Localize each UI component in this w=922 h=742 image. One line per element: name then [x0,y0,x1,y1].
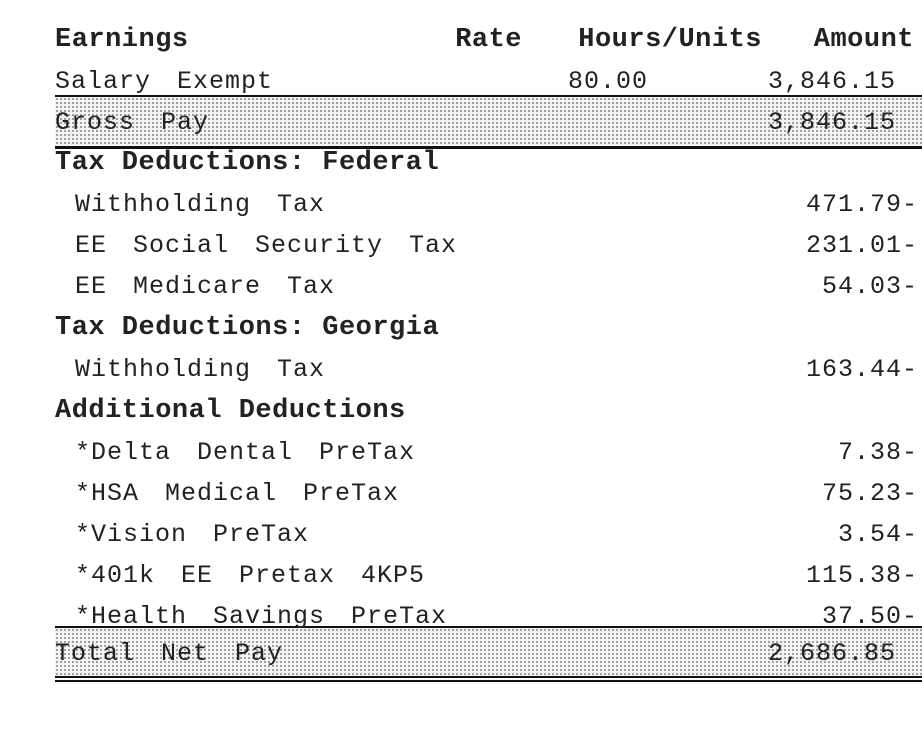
deduction-amount: 7.38- [837,438,918,467]
earning-label: Salary Exempt [55,67,274,96]
deduction-label: *HSA Medical PreTax [75,479,400,508]
rule [55,680,922,682]
deduction-label: *Health Savings PreTax [75,602,448,631]
rule [55,626,922,628]
deduction-amount: 163.44- [805,355,918,384]
section-title: Tax Deductions: Federal [55,148,440,178]
net-label: Total Net Pay [55,639,284,668]
deduction-label: *Vision PreTax [75,520,310,549]
hours-value: 80.00 [567,67,648,96]
section-title: Tax Deductions: Georgia [55,313,440,343]
rule [55,146,922,149]
rule [55,676,922,678]
deduction-amount: 471.79- [805,190,918,219]
column-header: Rate [455,25,522,55]
section-title: Earnings [55,25,189,55]
deduction-label: *Delta Dental PreTax [75,438,416,467]
deduction-amount: 75.23- [821,479,918,508]
deduction-label: *401k EE Pretax 4KP5 [75,561,426,590]
deduction-label: Withholding Tax [75,190,326,219]
deduction-label: EE Medicare Tax [75,272,336,301]
gross-amount: 3,846.15 [767,108,896,137]
column-header: Amount [813,25,914,55]
deduction-amount: 54.03- [821,272,918,301]
gross-shade [55,97,922,147]
net-amount: 2,686.85 [767,639,896,668]
section-title: Additional Deductions [55,396,406,426]
column-header: Hours/Units [578,25,762,55]
net-shade [55,628,922,676]
gross-label: Gross Pay [55,108,210,137]
deduction-label: EE Social Security Tax [75,231,458,260]
deduction-amount: 115.38- [805,561,918,590]
deduction-amount: 231.01- [805,231,918,260]
deduction-amount: 3.54- [837,520,918,549]
deduction-amount: 37.50- [821,602,918,631]
amount-value: 3,846.15 [767,67,896,96]
rule [55,95,922,97]
deduction-label: Withholding Tax [75,355,326,384]
